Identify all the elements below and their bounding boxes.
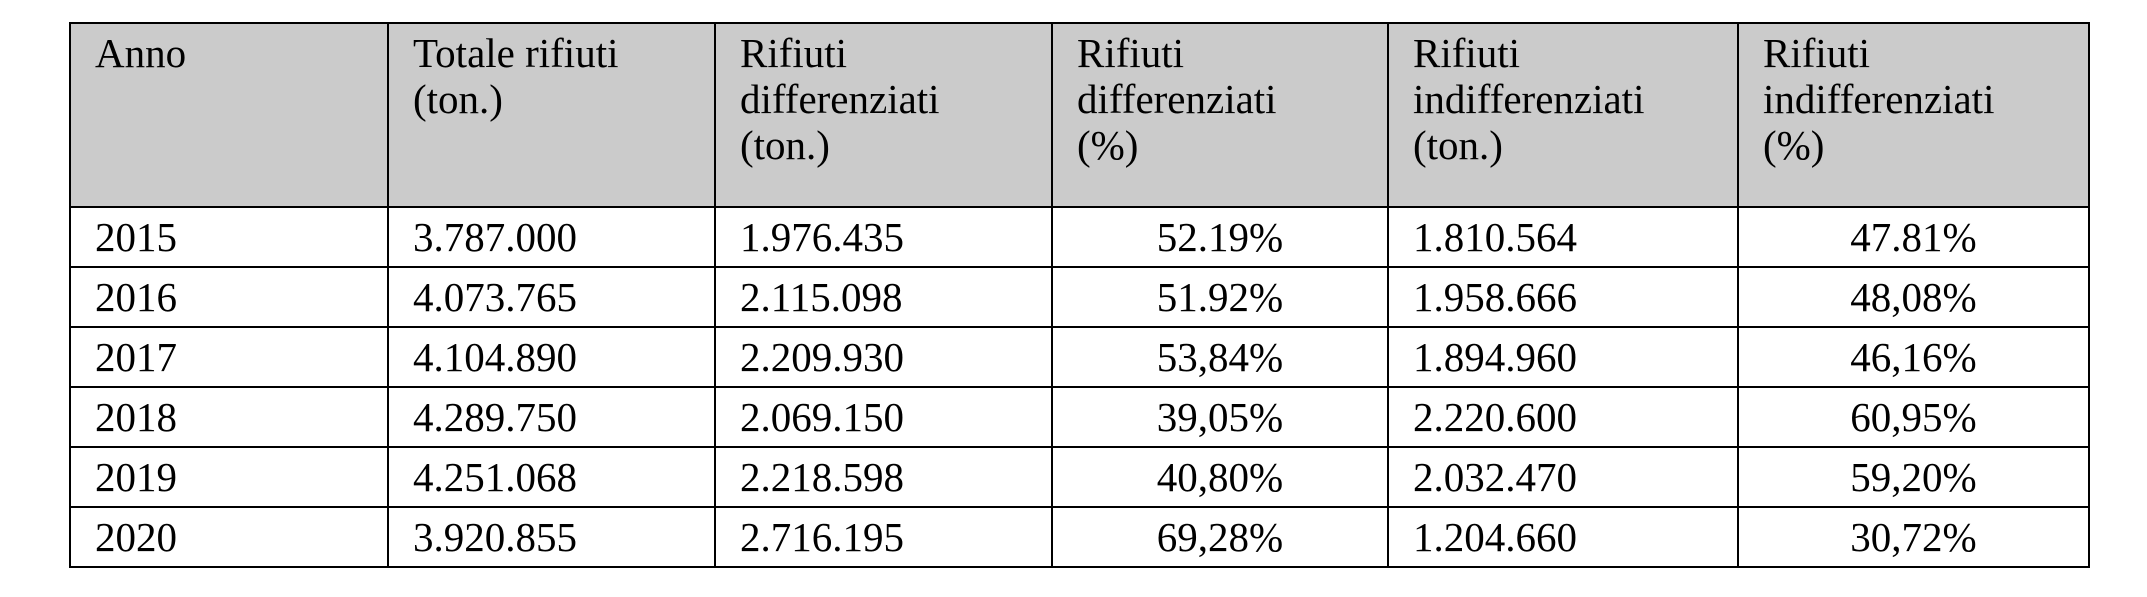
table-cell: 2016 [69,266,389,328]
table-cell: 40,80% [1051,446,1389,508]
table-cell: 3.920.855 [387,506,716,568]
table-cell: 4.289.750 [387,386,716,448]
table-cell: 2020 [69,506,389,568]
table-cell: 1.976.435 [714,206,1053,268]
table-cell: 51.92% [1051,266,1389,328]
table-row: 2018 4.289.750 2.069.150 39,05% 2.220.600 60,… [69,386,2090,448]
table-cell: 4.073.765 [387,266,716,328]
table-cell: 69,28% [1051,506,1389,568]
table-cell: 46,16% [1737,326,2090,388]
header-text: Rifiuti differenziati (ton.) [740,30,940,168]
header-cell: Rifiuti differenziati (%) [1051,22,1389,208]
table-cell: 30,72% [1737,506,2090,568]
table-cell: 2.220.600 [1387,386,1739,448]
table-cell: 2.115.098 [714,266,1053,328]
table-cell: 59,20% [1737,446,2090,508]
table-cell: 1.810.564 [1387,206,1739,268]
table-cell: 2.209.930 [714,326,1053,388]
table-cell: 48,08% [1737,266,2090,328]
header-cell: Rifiuti indifferenziati (ton.) [1387,22,1739,208]
table-row: 2017 4.104.890 2.209.930 53,84% 1.894.960 46,… [69,326,2090,388]
table-cell: 2.069.150 [714,386,1053,448]
header-cell: Rifiuti differenziati (ton.) [714,22,1053,208]
table-cell: 52.19% [1051,206,1389,268]
table-cell: 2018 [69,386,389,448]
header-cell: Rifiuti indifferenziati (%) [1737,22,2090,208]
table-cell: 1.204.660 [1387,506,1739,568]
table-row: 2019 4.251.068 2.218.598 40,80% 2.032.470 59,… [69,446,2090,508]
table-cell: 1.958.666 [1387,266,1739,328]
table-cell: 47.81% [1737,206,2090,268]
header-text: Rifiuti differenziati (%) [1077,30,1277,168]
table-cell: 53,84% [1051,326,1389,388]
table-body: 2015 3.787.000 1.976.435 52.19% 1.810.564 47.… [69,206,2090,568]
table-cell: 2019 [69,446,389,508]
table-row: 2020 3.920.855 2.716.195 69,28% 1.204.660 30,… [69,506,2090,568]
data-table: Anno Totale rifiuti (ton.) Rifiuti differe… [69,22,2090,568]
header-cell: Anno [69,22,389,208]
table-cell: 2.032.470 [1387,446,1739,508]
table-cell: 2.716.195 [714,506,1053,568]
table-row: 2016 4.073.765 2.115.098 51.92% 1.958.666 48,… [69,266,2090,328]
table-cell: 1.894.960 [1387,326,1739,388]
header-cell: Totale rifiuti (ton.) [387,22,716,208]
header-text: Rifiuti indifferenziati (%) [1763,30,1995,168]
table-row: 2015 3.787.000 1.976.435 52.19% 1.810.564 47.… [69,206,2090,268]
table-cell: 3.787.000 [387,206,716,268]
header-text: Totale rifiuti (ton.) [413,30,619,122]
table-cell: 2015 [69,206,389,268]
table-cell: 2.218.598 [714,446,1053,508]
header-row: Anno Totale rifiuti (ton.) Rifiuti differe… [69,22,2090,208]
table-cell: 39,05% [1051,386,1389,448]
table-cell: 60,95% [1737,386,2090,448]
header-text: Rifiuti indifferenziati (ton.) [1413,30,1645,168]
table-cell: 4.251.068 [387,446,716,508]
header-text: Anno [95,30,187,76]
table-cell: 4.104.890 [387,326,716,388]
table-cell: 2017 [69,326,389,388]
